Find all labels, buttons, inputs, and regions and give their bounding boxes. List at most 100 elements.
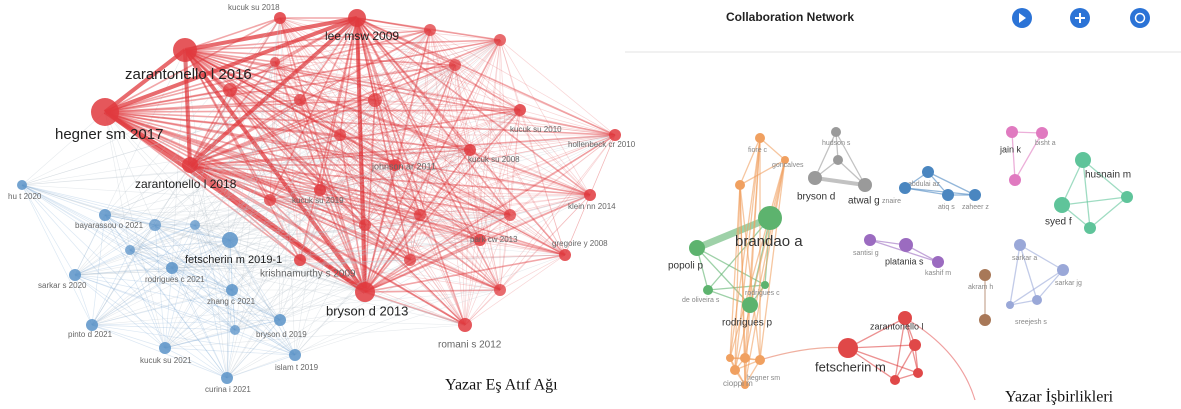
edge xyxy=(21,184,93,326)
edge xyxy=(74,239,481,276)
edge xyxy=(184,49,376,101)
edge xyxy=(229,134,341,241)
edge xyxy=(374,99,421,216)
edge xyxy=(319,134,616,191)
edge xyxy=(274,61,321,191)
edge xyxy=(339,134,366,226)
node-label: zaheer z xyxy=(962,204,989,211)
node xyxy=(69,269,81,281)
edge xyxy=(454,64,591,196)
edge xyxy=(364,164,396,293)
node xyxy=(223,83,237,97)
edge xyxy=(279,17,466,326)
edge xyxy=(164,324,466,349)
edge xyxy=(274,61,511,216)
edge xyxy=(299,224,366,261)
edge xyxy=(189,164,271,201)
edge xyxy=(194,224,566,256)
node xyxy=(913,368,923,378)
edge xyxy=(734,184,741,371)
edge xyxy=(299,99,366,226)
edge xyxy=(294,289,501,356)
edge xyxy=(519,109,616,136)
edge xyxy=(91,319,281,326)
edge xyxy=(319,109,521,191)
edge xyxy=(319,189,366,293)
edge xyxy=(21,184,236,331)
edge xyxy=(355,17,367,293)
node xyxy=(464,144,476,156)
edge xyxy=(269,199,481,241)
edge xyxy=(847,347,919,374)
edge xyxy=(194,224,236,331)
edge xyxy=(21,184,156,226)
edge xyxy=(374,99,396,166)
node-label: fiore c xyxy=(748,147,768,154)
edge xyxy=(91,109,521,326)
node xyxy=(270,57,280,67)
edge xyxy=(374,99,521,111)
node-label: kucuk su 2018 xyxy=(228,3,280,12)
edge xyxy=(419,194,591,216)
edge xyxy=(171,17,358,269)
edge xyxy=(269,109,521,201)
edge xyxy=(104,214,228,379)
edge xyxy=(299,29,431,261)
edge xyxy=(194,224,411,261)
node xyxy=(182,157,198,173)
edge xyxy=(226,259,301,379)
edge xyxy=(409,29,431,261)
edge xyxy=(184,49,301,101)
edge xyxy=(356,17,481,241)
node-label: atiq s xyxy=(938,204,955,211)
node-label: hegner sm xyxy=(747,375,780,382)
node-label: curina i 2021 xyxy=(205,385,251,394)
edge xyxy=(104,17,281,113)
edge xyxy=(274,61,396,166)
node xyxy=(609,129,621,141)
edge xyxy=(274,61,301,101)
edge xyxy=(104,111,131,251)
edge xyxy=(469,149,511,216)
node xyxy=(514,104,526,116)
edge xyxy=(274,61,281,321)
edge xyxy=(339,134,481,241)
edge xyxy=(429,29,511,216)
edge xyxy=(339,134,366,293)
edge xyxy=(464,194,591,326)
edge xyxy=(364,289,501,293)
edge xyxy=(189,134,616,166)
edge xyxy=(194,224,233,291)
edge xyxy=(104,111,271,201)
edge xyxy=(189,164,481,241)
edge xyxy=(91,267,173,326)
edge xyxy=(464,239,481,326)
edge xyxy=(364,224,501,291)
node xyxy=(404,254,416,266)
edge xyxy=(847,344,916,349)
node xyxy=(289,349,301,361)
edge xyxy=(269,164,396,201)
edge xyxy=(194,224,228,379)
edge xyxy=(226,224,366,379)
edge xyxy=(104,111,466,326)
download-button[interactable] xyxy=(1130,8,1150,28)
edge xyxy=(409,259,501,291)
edge xyxy=(74,17,358,276)
edge xyxy=(364,214,421,226)
edge xyxy=(104,214,156,226)
edge xyxy=(274,61,456,66)
edge xyxy=(299,99,341,136)
edge xyxy=(229,39,501,91)
edge xyxy=(154,224,173,269)
edge xyxy=(479,194,591,241)
node-label: de oliveira s xyxy=(682,297,720,304)
edge xyxy=(104,111,471,151)
edge xyxy=(339,134,411,261)
edge xyxy=(364,134,616,226)
edge xyxy=(509,194,591,216)
edge xyxy=(299,259,366,293)
edge xyxy=(171,199,271,269)
edge xyxy=(226,239,481,379)
